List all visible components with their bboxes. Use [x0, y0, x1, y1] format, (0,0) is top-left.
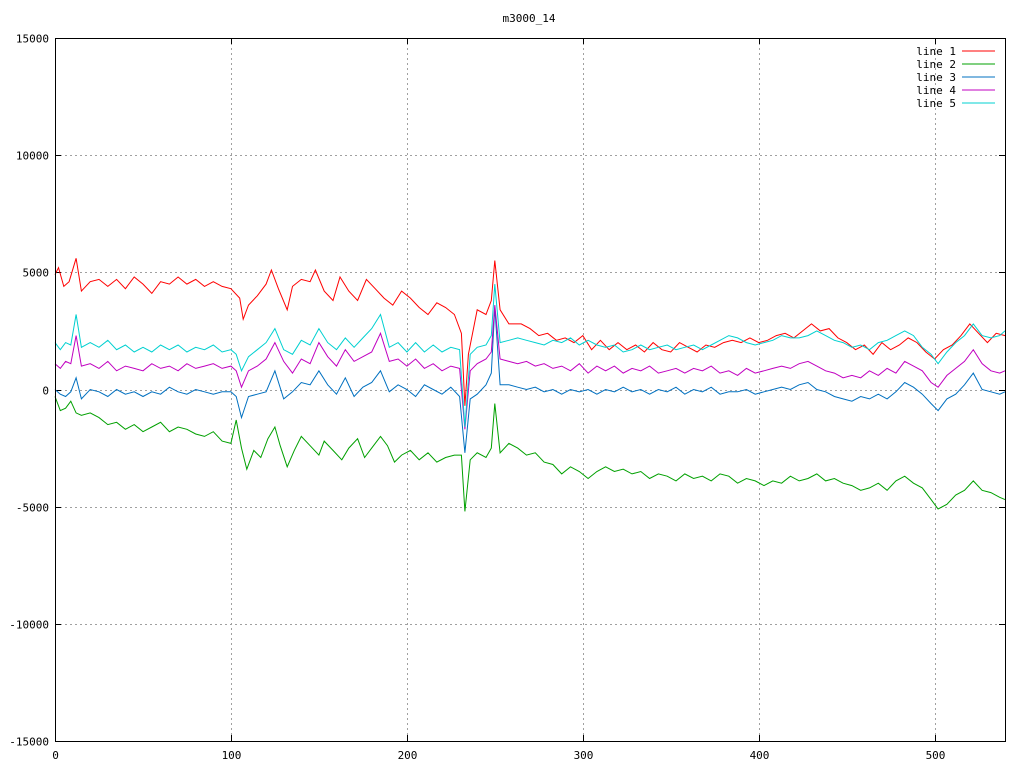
x-tick-label: 100	[222, 749, 242, 762]
y-tick-label: 5000	[23, 267, 50, 280]
plot-frame	[55, 38, 1006, 742]
series-lines	[54, 258, 1006, 512]
x-tick-label: 500	[926, 749, 946, 762]
legend-label: line 5	[916, 97, 956, 110]
x-tick-label: 400	[750, 749, 770, 762]
chart-title: m3000_14	[503, 12, 556, 25]
grid	[55, 38, 1005, 741]
x-tick-label: 200	[398, 749, 418, 762]
y-tick-label: -10000	[9, 619, 49, 632]
legend-label: line 2	[916, 58, 956, 71]
series-line-1	[54, 258, 1006, 406]
legend-label: line 3	[916, 71, 956, 84]
y-tick-label: -15000	[9, 736, 49, 749]
y-tick-label: 15000	[16, 33, 49, 46]
x-tick-label: 300	[574, 749, 594, 762]
y-tick-label: 10000	[16, 150, 49, 163]
y-tick-label: 0	[42, 385, 49, 398]
axis-ticks: 0 100 200 300 400 500 -15000 -10000 -5000 0 5000 10…	[9, 33, 1005, 762]
series-line-5	[54, 284, 1006, 428]
series-line-2	[54, 396, 1006, 512]
series-line-3	[54, 307, 1006, 453]
x-tick-label: 0	[52, 749, 59, 762]
y-tick-label: -5000	[16, 502, 49, 515]
legend-label: line 4	[916, 84, 956, 97]
legend-label: line 1	[916, 45, 956, 58]
series-line-4	[54, 305, 1006, 430]
